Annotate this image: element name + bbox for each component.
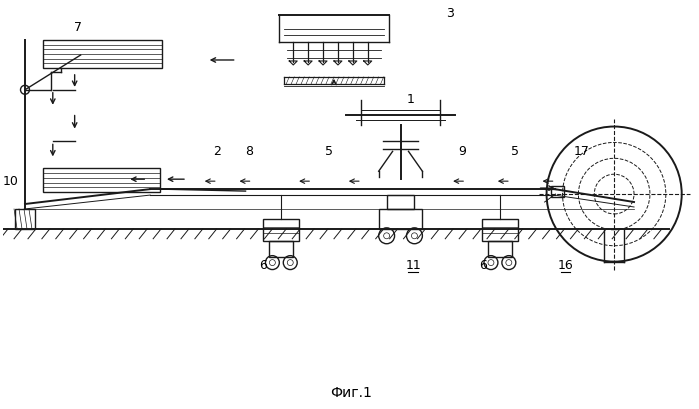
Bar [488,241,512,256]
Bar [43,168,160,192]
Text: 16: 16 [558,259,573,272]
Text: 2: 2 [212,145,221,158]
Text: 6: 6 [259,259,268,272]
Text: 5: 5 [511,145,519,158]
Bar [482,219,518,241]
Bar [269,241,294,256]
Text: 8: 8 [245,145,254,158]
Bar [379,209,422,229]
Text: 10: 10 [3,175,19,188]
Text: 11: 11 [405,259,421,272]
Text: 3: 3 [446,7,454,20]
Text: 9: 9 [459,145,466,158]
Text: 1: 1 [407,93,415,106]
Text: 5: 5 [325,145,333,158]
Bar [15,209,35,229]
Bar [551,186,565,197]
Bar [264,219,299,241]
Text: 17: 17 [573,145,589,158]
Bar [387,195,415,209]
Bar [43,40,162,68]
Text: 6: 6 [479,259,487,272]
Text: 7: 7 [73,21,82,34]
Text: Фиг.1: Фиг.1 [330,386,372,400]
